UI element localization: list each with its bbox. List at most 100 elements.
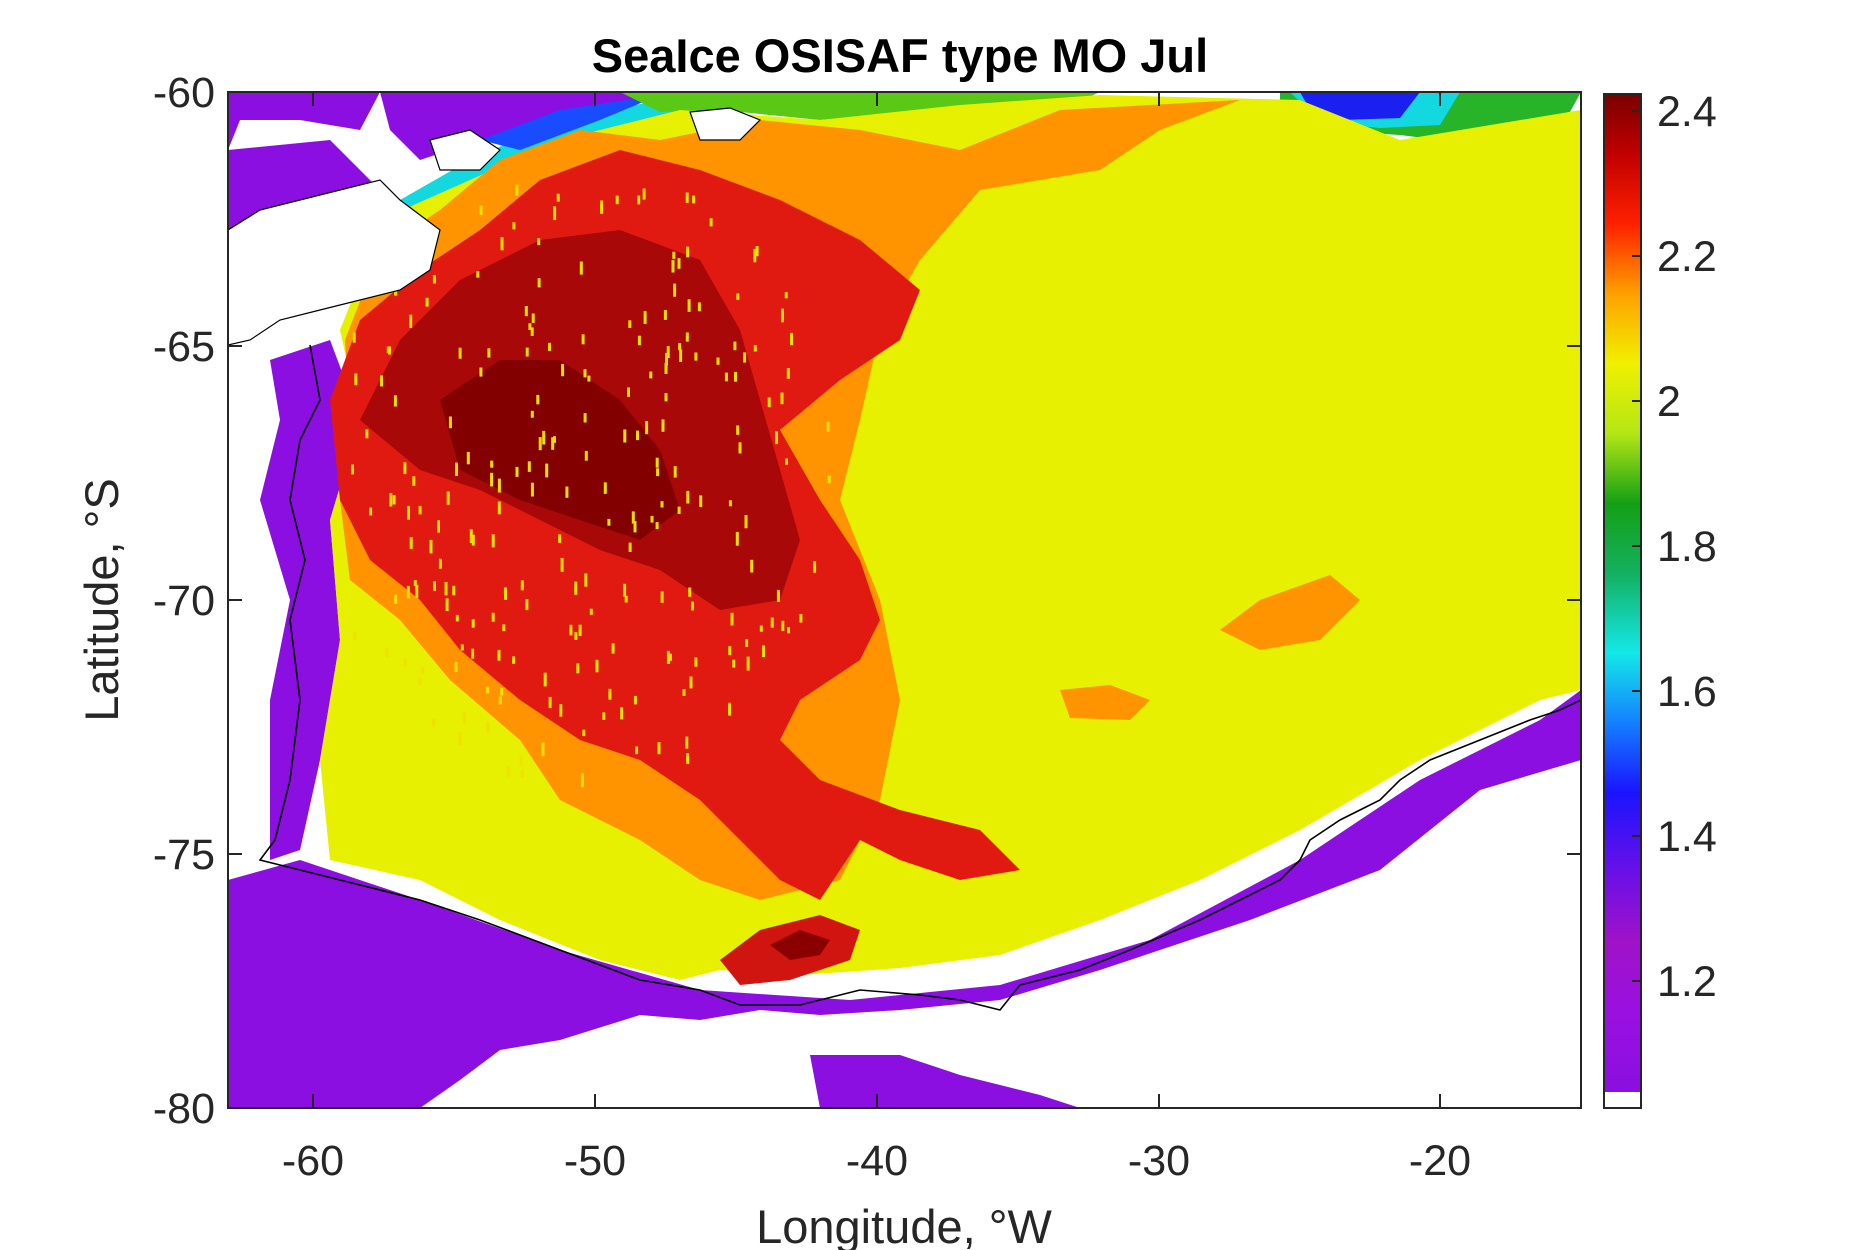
core-speckle — [628, 320, 632, 328]
core-speckle — [826, 422, 830, 432]
core-speckle — [520, 770, 524, 778]
core-speckle — [569, 624, 573, 636]
core-speckle — [664, 362, 668, 374]
core-speckle — [692, 195, 696, 204]
x-tick-label: -20 — [1409, 1137, 1471, 1185]
core-speckle — [745, 639, 749, 647]
core-speckle — [736, 293, 740, 300]
core-speckle — [673, 283, 677, 297]
core-speckle — [671, 260, 675, 273]
core-speckle — [525, 599, 529, 611]
core-speckle — [767, 397, 771, 408]
core-speckle — [578, 624, 582, 636]
core-speckle — [458, 732, 462, 745]
core-speckle — [813, 561, 817, 573]
core-speckle — [537, 238, 541, 246]
core-speckle — [595, 659, 599, 673]
western-coastal-low-value-region — [228, 92, 380, 860]
core-speckle — [716, 357, 720, 365]
core-speckle — [730, 612, 734, 626]
land-mask-island-1 — [429, 129, 501, 171]
core-speckle — [607, 518, 611, 526]
core-speckle — [657, 742, 661, 755]
core-speckle — [781, 308, 784, 323]
core-speckle — [490, 460, 494, 468]
core-speckle — [559, 704, 563, 717]
core-speckle — [531, 313, 535, 323]
core-speckle — [643, 311, 647, 324]
core-speckle — [746, 656, 750, 671]
x-axis: -60 -50 -40 -30 -20 — [282, 92, 1471, 1185]
core-speckle — [486, 686, 490, 694]
x-tick-label: -30 — [1128, 1137, 1190, 1185]
core-speckle — [498, 696, 502, 705]
core-speckle — [750, 559, 754, 573]
core-speckle — [688, 587, 692, 597]
core-speckle — [476, 271, 480, 278]
core-speckle — [603, 482, 607, 494]
core-speckle — [542, 430, 546, 445]
core-speckle — [502, 624, 506, 632]
core-speckle — [407, 505, 410, 520]
core-speckle — [519, 756, 523, 766]
core-speckle — [759, 625, 763, 632]
core-speckle — [528, 323, 532, 330]
core-speckle — [506, 766, 510, 777]
core-speckle — [512, 656, 516, 664]
core-speckle — [583, 413, 587, 423]
core-speckle — [649, 371, 653, 379]
colorbar: 1.2 1.4 1.6 1.8 2 2.2 2.4 — [1603, 88, 1717, 1109]
core-speckle — [587, 375, 591, 382]
core-speckle — [491, 534, 495, 548]
core-speckle — [403, 658, 407, 667]
northern-edge-blue-band — [480, 95, 660, 150]
core-speckle — [448, 416, 452, 429]
core-speckle — [582, 729, 586, 737]
core-speckle — [380, 375, 383, 387]
y-tick-label: -80 — [153, 1085, 215, 1133]
core-speckle — [666, 650, 670, 664]
core-speckle — [689, 676, 693, 689]
core-speckles — [351, 184, 831, 788]
core-speckle — [685, 736, 689, 749]
core-speckle — [623, 583, 627, 597]
y-axis-label: Latitude, °S — [75, 478, 128, 722]
core-speckle — [433, 581, 436, 591]
land-mask-island-2 — [689, 107, 762, 141]
core-speckle — [479, 205, 483, 215]
core-speckle — [787, 627, 790, 634]
core-speckle — [403, 462, 407, 475]
y-tick-label: -70 — [153, 577, 215, 625]
core-speckle — [409, 537, 413, 549]
core-speckle — [471, 619, 475, 628]
core-speckle — [642, 188, 646, 200]
east-orange-specks — [1060, 575, 1360, 720]
core-speckle — [678, 343, 682, 351]
core-speckle — [515, 184, 519, 196]
x-tick-label: -60 — [282, 1137, 344, 1185]
core-speckle — [438, 558, 442, 569]
core-speckle — [691, 601, 694, 611]
y-axis: -60 -65 -70 -75 -80 — [153, 69, 1581, 1133]
core-speckle — [827, 475, 831, 484]
core-speckle — [460, 644, 464, 651]
core-speckle — [677, 506, 681, 514]
core-speckle — [661, 419, 665, 432]
core-speckle — [627, 387, 630, 397]
core-speckle — [574, 632, 578, 640]
colorbar-tick-label: 1.6 — [1657, 668, 1717, 716]
core-speckle — [770, 617, 774, 628]
colorbar-tick-label: 2 — [1657, 378, 1681, 426]
core-speckle — [512, 222, 516, 230]
core-speckle — [365, 429, 369, 439]
core-speckle — [462, 712, 466, 724]
core-speckle — [686, 246, 690, 258]
core-speckle — [558, 534, 562, 543]
core-speckle — [583, 369, 587, 378]
core-speckle — [418, 677, 422, 685]
core-speckle — [780, 392, 784, 405]
core-speckle — [724, 372, 728, 382]
core-speckle — [781, 620, 785, 631]
core-speckle — [527, 461, 531, 472]
ice-core-south-center — [770, 930, 830, 960]
